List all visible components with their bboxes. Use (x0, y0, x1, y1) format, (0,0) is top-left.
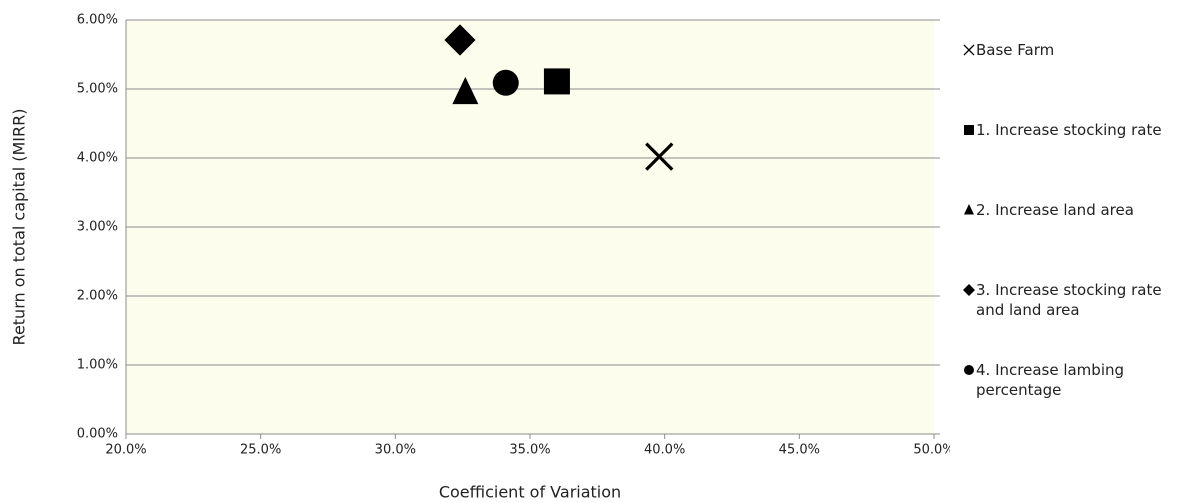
x-tick-label: 20.0% (105, 443, 146, 458)
marker (963, 284, 975, 296)
y-tick-label: 0.00% (77, 427, 118, 442)
marker (492, 69, 519, 96)
legend-entry: 3. Increase stocking rate and land area (962, 280, 1182, 360)
x-tick-label: 30.0% (375, 443, 416, 458)
legend-label: Base Farm (976, 41, 1055, 59)
marker (964, 204, 974, 215)
x-tick-label: 25.0% (240, 443, 281, 458)
legend: Base Farm 1. Increase stocking rate 2. Inc… (962, 40, 1182, 440)
legend-marker (963, 44, 975, 56)
legend-label: 3. Increase stocking rate and land area (976, 281, 1162, 319)
marker (645, 142, 674, 171)
y-tick-label: 1.00% (77, 358, 118, 373)
y-tick-label: 4.00% (77, 151, 118, 166)
legend-marker (964, 365, 974, 375)
marker (963, 44, 975, 56)
y-tick-label: 6.00% (77, 13, 118, 28)
x-axis-title: Coefficient of Variation (439, 483, 621, 502)
marker (543, 68, 570, 95)
x-tick-label: 50.0% (913, 443, 950, 458)
legend-entry: 1. Increase stocking rate (962, 120, 1182, 200)
legend-entry: 4. Increase lambing percentage (962, 360, 1182, 440)
marker (964, 125, 974, 135)
marker (452, 76, 479, 105)
marker (964, 365, 974, 375)
legend-label: 2. Increase land area (976, 201, 1134, 219)
y-axis-title: Return on total capital (MIRR) (10, 109, 29, 346)
x-tick-label: 45.0% (779, 443, 820, 458)
legend-entry: Base Farm (962, 40, 1182, 120)
x-tick-label: 40.0% (644, 443, 685, 458)
legend-marker (964, 204, 974, 215)
legend-label: 4. Increase lambing percentage (976, 361, 1125, 399)
chart: Coefficient of Variation Return on total… (10, 13, 951, 502)
legend-marker (963, 284, 975, 296)
legend-entry: 2. Increase land area (962, 200, 1182, 280)
y-tick-label: 3.00% (77, 220, 118, 235)
x-tick-label: 35.0% (509, 443, 550, 458)
legend-marker (964, 125, 974, 135)
y-tick-label: 5.00% (77, 82, 118, 97)
marker (444, 24, 476, 56)
legend-label: 1. Increase stocking rate (976, 121, 1162, 139)
y-tick-label: 2.00% (77, 289, 118, 304)
